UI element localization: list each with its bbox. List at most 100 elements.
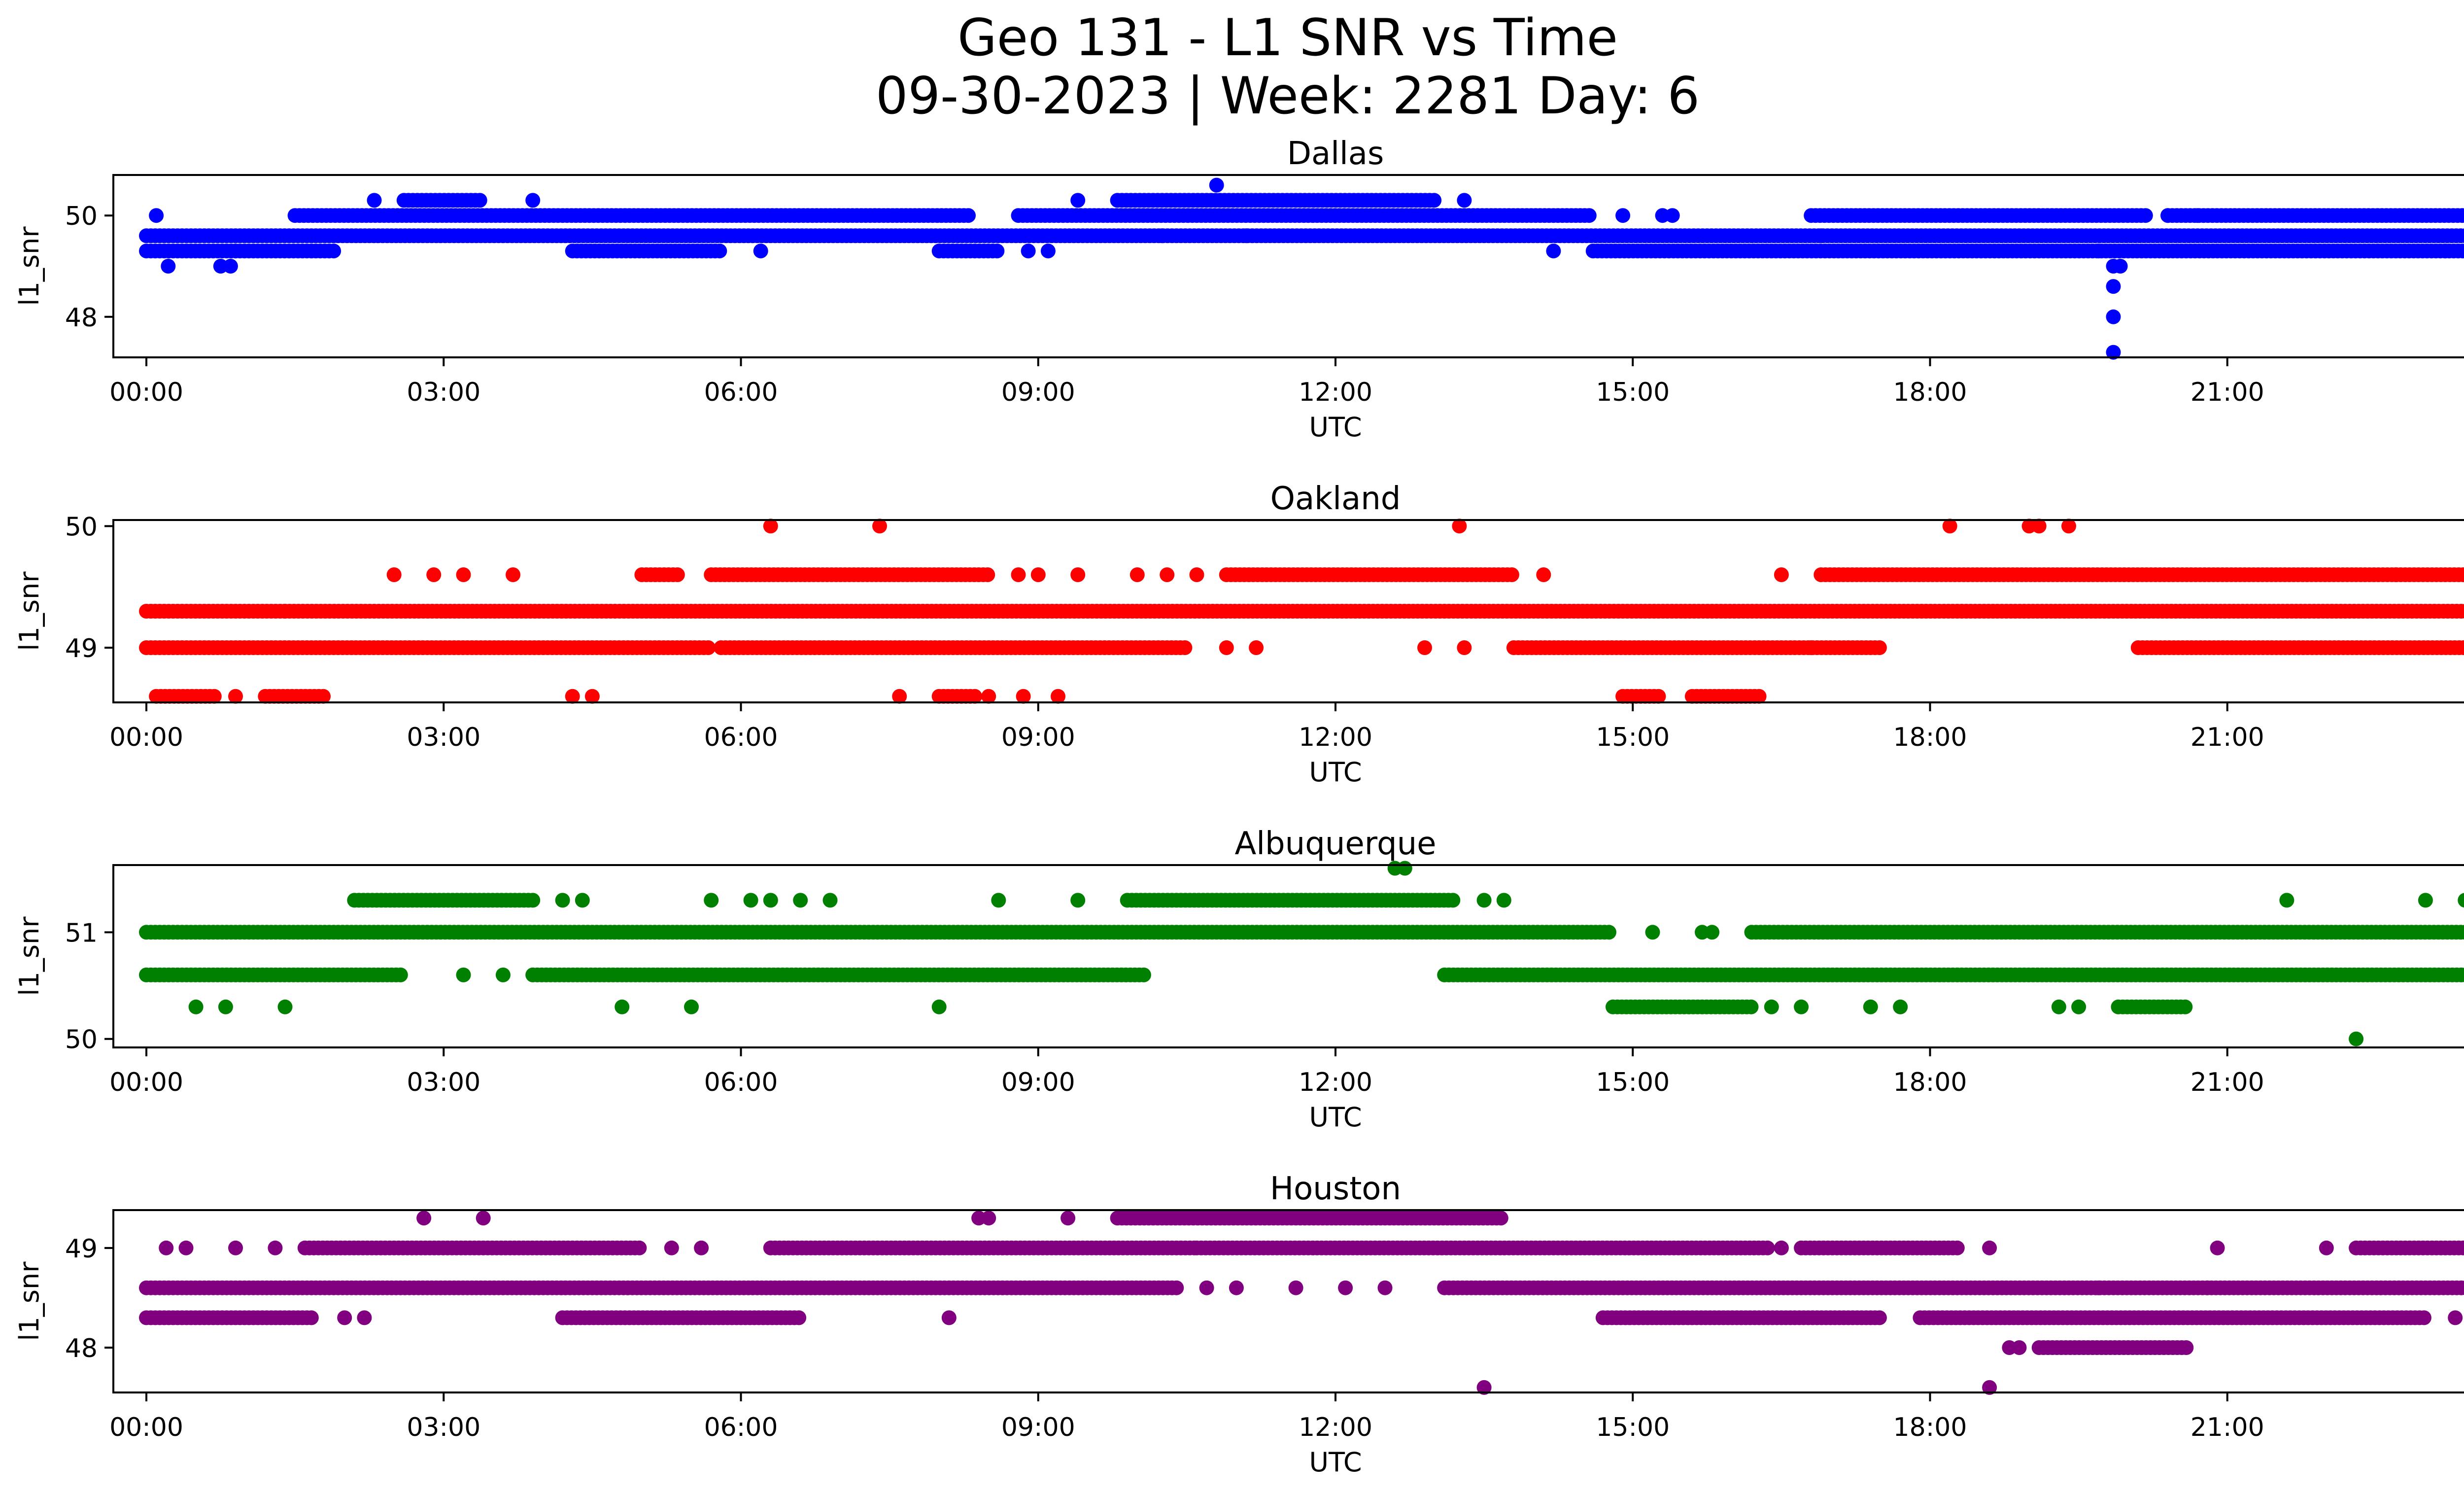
data-point (304, 1310, 319, 1325)
y-axis-label: l1_snr (14, 571, 45, 651)
data-point (2462, 231, 2464, 241)
data-point (1872, 640, 1887, 655)
data-point (2458, 1281, 2464, 1295)
data-point (2458, 604, 2464, 619)
data-point (386, 567, 402, 582)
data-point (763, 893, 778, 908)
x-tick-label: 09:00 (1001, 723, 1075, 752)
x-tick-label: 21:00 (2190, 1068, 2264, 1097)
data-point (1155, 228, 1170, 243)
data-point (2463, 1284, 2464, 1292)
series-markers (139, 1211, 2464, 1395)
y-axis-label: l1_snr (14, 226, 45, 306)
data-point (822, 893, 838, 908)
data-point (1209, 177, 1224, 193)
data-point (525, 893, 541, 908)
y-tick-label: 50 (65, 202, 98, 231)
data-point (2071, 999, 2087, 1014)
x-tick-label: 06:00 (704, 723, 778, 752)
data-point (1814, 228, 1829, 243)
x-tick-label: 00:00 (109, 723, 183, 752)
data-point (615, 999, 630, 1014)
data-point (1249, 640, 1264, 655)
data-point (2438, 243, 2453, 259)
data-point (1239, 228, 1254, 243)
figure-title-line-1: Geo 131 - L1 SNR vs Time (957, 8, 1618, 68)
data-point (555, 893, 570, 908)
data-point (701, 640, 716, 655)
x-tick-label: 18:00 (1893, 378, 1967, 407)
data-point (2106, 345, 2121, 360)
data-point (2458, 968, 2464, 982)
data-point (704, 893, 719, 908)
data-point (1546, 243, 1561, 259)
data-point (1893, 999, 1908, 1014)
data-point (1774, 567, 1789, 582)
data-point (1536, 567, 1551, 582)
data-point (991, 893, 1006, 908)
data-point (393, 967, 408, 982)
data-point (2460, 568, 2464, 582)
data-point (1651, 689, 1666, 704)
data-point (753, 243, 768, 259)
data-point (2138, 208, 2153, 223)
data-point (1615, 208, 1631, 223)
y-tick-label: 50 (65, 1025, 98, 1055)
data-point (565, 689, 580, 704)
data-point (1169, 1280, 1184, 1295)
data-point (575, 893, 590, 908)
data-point (1764, 999, 1779, 1014)
data-point (763, 519, 778, 534)
data-point (743, 893, 758, 908)
data-point (1581, 208, 1597, 223)
data-point (2091, 243, 2106, 259)
data-point (990, 243, 1005, 259)
data-point (2460, 244, 2464, 258)
data-point (367, 193, 382, 208)
x-tick-label: 12:00 (1299, 1068, 1372, 1097)
data-point (1070, 193, 1086, 208)
data-point (277, 999, 293, 1014)
x-axis-label: UTC (1309, 757, 1362, 788)
panel-title: Albuquerque (1234, 826, 1436, 862)
x-tick-label: 09:00 (1001, 1068, 1075, 1097)
data-point (206, 689, 222, 704)
data-point (525, 193, 541, 208)
x-axis-label: UTC (1309, 412, 1362, 443)
data-point (967, 689, 983, 704)
data-point (218, 999, 233, 1014)
data-point (892, 689, 907, 704)
x-tick-label: 03:00 (407, 723, 480, 752)
x-axis-label: UTC (1309, 1102, 1362, 1133)
data-point (316, 689, 331, 704)
data-point (1751, 689, 1767, 704)
data-point (149, 208, 164, 223)
x-tick-label: 15:00 (1596, 1068, 1670, 1097)
data-point (2113, 259, 2128, 274)
data-point (2459, 209, 2464, 223)
data-point (2051, 999, 2066, 1014)
data-point (2178, 999, 2193, 1014)
data-point (1177, 640, 1193, 655)
y-tick-label: 50 (65, 512, 98, 542)
data-point (1804, 640, 1819, 655)
data-point (684, 999, 699, 1014)
y-tick-label: 49 (65, 634, 98, 663)
data-point (2463, 607, 2464, 616)
data-point (1863, 999, 1878, 1014)
x-tick-label: 06:00 (704, 378, 778, 407)
x-tick-label: 03:00 (407, 1068, 480, 1097)
data-point (872, 519, 887, 534)
data-point (1030, 567, 1046, 582)
data-point (1457, 193, 1472, 208)
data-point (1504, 567, 1519, 582)
data-point (472, 193, 487, 208)
data-point (670, 567, 685, 582)
x-tick-label: 15:00 (1596, 378, 1670, 407)
data-point (1011, 567, 1026, 582)
data-point (2279, 893, 2294, 908)
